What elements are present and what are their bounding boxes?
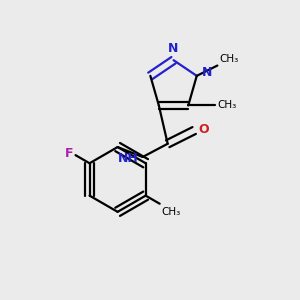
Text: CH₃: CH₃ — [217, 100, 236, 110]
Text: F: F — [65, 147, 73, 160]
Text: CH₃: CH₃ — [220, 54, 239, 64]
Text: CH₃: CH₃ — [161, 207, 180, 217]
Text: N: N — [168, 42, 179, 55]
Text: N: N — [202, 66, 212, 79]
Text: NH: NH — [118, 152, 139, 165]
Text: O: O — [199, 122, 209, 136]
